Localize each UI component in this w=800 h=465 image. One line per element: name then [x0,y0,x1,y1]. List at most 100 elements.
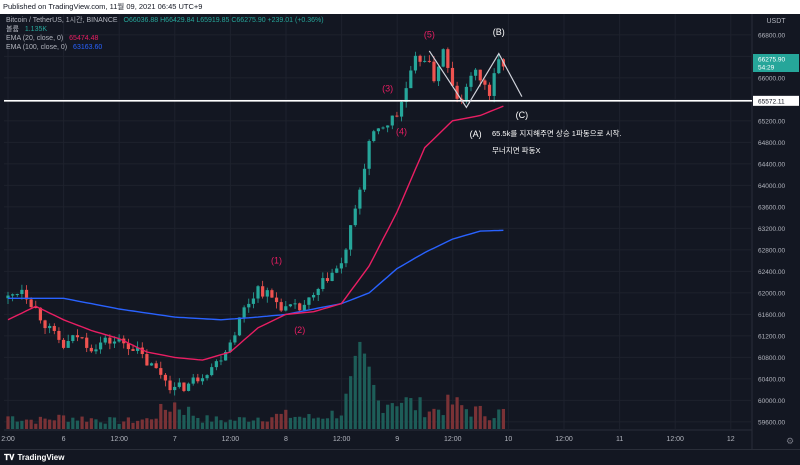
wave-label: (C) [516,110,529,120]
candle-body [233,335,237,343]
volume-bar [279,413,283,429]
y-tick-label: 64400.00 [758,161,785,168]
candle-body [446,49,450,68]
volume-bar [469,416,473,429]
volume-bar [186,406,191,429]
volume-bar [66,421,70,429]
candle-body [154,363,158,369]
candle-body [112,341,117,344]
wave-label: (B) [493,27,505,37]
candle-body [307,297,311,305]
volume-bar [413,410,418,429]
volume-bar [353,355,357,429]
candle-body [293,303,297,305]
y-tick-label: 60400.00 [758,376,785,383]
x-tick-label: 12:00 [666,436,684,443]
candle-body [349,225,353,250]
candle-body [344,249,348,264]
volume-bar [200,422,205,429]
volume-bar [302,417,306,429]
volume-bar [362,353,367,429]
volume-bar [376,400,380,429]
volume-bar [423,417,427,429]
wave-label: (5) [424,30,435,40]
candle-body [94,349,98,352]
candle-body [256,286,260,299]
volume-bar [274,413,279,429]
candle-body [335,268,339,273]
footer-bar: 𝐓𝐕 TradingView [0,449,800,465]
volume-bar [20,420,24,429]
volume-bar [242,417,246,429]
candle-body [48,325,52,329]
published-bar: Published on TradingView.com, 11월 09, 20… [0,0,800,14]
candle-body [274,297,279,303]
x-tick-label: 8 [284,436,288,443]
volume-bar [224,422,228,429]
volume-bar [265,421,269,429]
candle-body [196,377,200,382]
volume-bar [446,394,450,429]
volume-bar [205,415,209,429]
candle-body [168,380,172,391]
volume-bar [344,393,348,429]
volume-bar [409,398,413,429]
candle-body [43,320,47,329]
candle-body [270,290,274,298]
ema20-line [7,105,504,361]
legend-ema100-row: EMA (100, close, 0) 63163.60 [6,43,102,52]
candle-body [224,351,228,361]
volume-bar [321,418,325,429]
wave-label: (3) [382,83,393,93]
price-axis-panel [752,14,800,449]
candle-body [117,338,121,342]
y-tick-label: 60800.00 [758,355,785,362]
volume-bar [460,405,464,429]
volume-bar [57,414,61,429]
candle-body [478,69,482,81]
x-tick-label: 2:00 [1,436,15,443]
volume-bar [358,341,362,429]
bar-countdown-label: 54:29 [758,64,775,71]
candle-body [339,263,343,269]
y-tick-label: 62000.00 [758,290,785,297]
volume-bar [381,412,385,429]
x-tick-label: 12:00 [555,436,573,443]
y-tick-label: 62800.00 [758,247,785,254]
tradingview-logo[interactable]: 𝐓𝐕 TradingView [4,453,65,462]
volume-bar [325,418,330,429]
level-badge [753,95,799,106]
candle-body [492,73,496,96]
candle-body [450,67,455,86]
ema100-value: 63163.60 [73,44,103,51]
x-tick-label: 11 [616,436,623,443]
x-tick-label: 12:00 [333,436,351,443]
candle-body [441,49,445,67]
volume-bar [404,397,408,429]
y-tick-label: 63200.00 [758,226,785,233]
volume-bar [117,423,121,429]
ema100-line [8,229,504,321]
volume-bar [191,415,195,429]
candle-body [302,304,306,311]
volume-bar [288,417,293,429]
candle-body [210,367,214,376]
volume-bar [154,418,158,429]
y-tick-label: 62400.00 [758,269,785,276]
candle-body [103,337,107,343]
volume-bar [339,415,343,429]
volume-bar [108,417,112,429]
candle-body [57,330,61,340]
volume-bar [284,409,288,429]
candle-body [75,335,80,338]
candle-body [483,80,487,85]
candle-body [367,141,371,169]
x-tick-label: 12 [727,436,735,443]
volume-bar [136,420,140,429]
candle-body [89,347,93,352]
candle-body [413,55,418,71]
candle-body [228,342,232,352]
candle-body [358,189,362,209]
volume-bar [103,423,107,429]
